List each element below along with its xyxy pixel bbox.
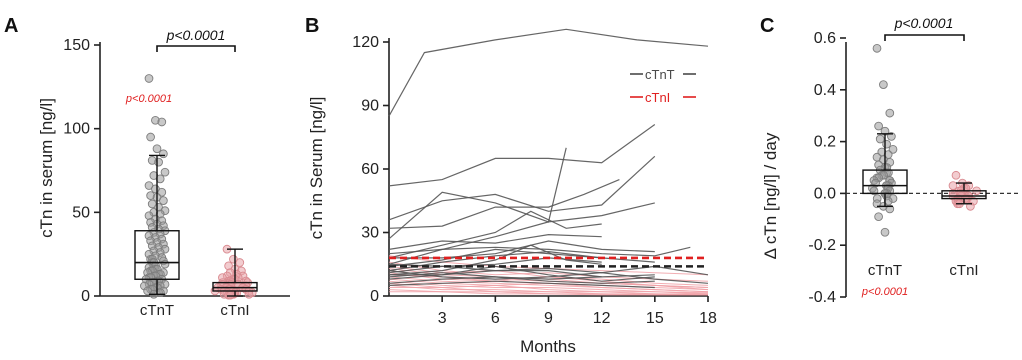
panel-b-ticks: 0 30 60 90 120 3 6 9 12 15 18 <box>352 34 717 327</box>
panel-a-box-ctnt <box>134 230 180 280</box>
panel-a-point-ctnt <box>146 132 155 142</box>
panel-c-point-ctnt <box>882 139 891 149</box>
legend-label-ctnt: cTnT <box>645 67 675 82</box>
panel-c-y-tick-label: 0.6 <box>814 30 836 47</box>
panel-b-y-tick-label: 120 <box>352 34 379 51</box>
panel-c-within-note: p<0.0001 <box>861 286 908 298</box>
panel-a-y-tick-label: 50 <box>72 204 90 221</box>
panel-b-x-axis-title: Months <box>520 337 576 356</box>
panel-b-x-tick-label: 6 <box>491 310 500 327</box>
panel-c-ticks: -0.4 -0.2 0.0 0.2 0.4 0.6 <box>808 30 846 306</box>
panel-a-points <box>140 74 257 300</box>
panel-a-ticks: 0 50 100 150 <box>63 37 100 305</box>
panel-a-y-tick-label: 0 <box>81 288 90 305</box>
panel-b-legend: cTnT cTnI <box>630 67 696 105</box>
panel-c-y-tick-label: 0.4 <box>814 82 836 99</box>
panel-c-category-ctnt: cTnT <box>868 262 902 279</box>
panel-c-point-ctnt <box>874 212 883 222</box>
panel-b-line-ctnt <box>388 246 691 265</box>
panel-c-y-tick-label: 0.0 <box>814 185 836 202</box>
panel-c-y-tick-label: 0.2 <box>814 134 836 151</box>
panel-a-point-ctni <box>235 258 245 267</box>
panel-a-category-ctnt: cTnT <box>140 302 174 319</box>
panel-b-y-axis-title: cTn in Serum [ng/l] <box>307 97 326 240</box>
panel-c-points <box>868 44 981 237</box>
panel-c: C Δ cTn [ng/l] / day -0.4 -0.2 0.0 0.2 0.4 0.… <box>760 15 1020 306</box>
panel-a-box-ctni <box>212 281 258 292</box>
panel-b-reference-lines <box>389 256 708 268</box>
panel-b-line-ctni <box>389 291 708 296</box>
panel-c-point-ctnt <box>874 121 883 131</box>
panel-b-y-tick-label: 90 <box>361 98 379 115</box>
panel-c-category-ctni: cTnI <box>949 262 978 279</box>
panel-c-significance: p<0.0001 <box>894 15 954 31</box>
panel-c-point-ctni <box>951 170 961 180</box>
panel-b-x-tick-label: 18 <box>699 310 717 327</box>
panel-b-line-ctnt <box>388 202 655 255</box>
panel-c-letter: C <box>760 15 774 37</box>
panel-c-point-ctnt <box>885 108 895 118</box>
panel-b-line-ctnt <box>388 233 602 250</box>
panel-b-line-ctnt <box>388 276 655 284</box>
panel-b-line-ctni <box>389 287 709 296</box>
panel-a-point-ctnt <box>144 74 154 83</box>
panel-b-x-tick-label: 12 <box>593 310 611 327</box>
panel-b-line-ctnt <box>388 179 620 229</box>
panel-a-y-tick-label: 150 <box>63 37 90 54</box>
panel-a-point-ctni <box>226 290 235 300</box>
legend-label-ctni: cTnI <box>645 90 670 105</box>
panel-c-point-ctnt <box>872 44 882 53</box>
panel-b-y-tick-label: 30 <box>361 225 379 242</box>
panel-b-ctnt-lines <box>388 28 709 289</box>
panel-a-within-note: p<0.0001 <box>125 93 172 105</box>
panel-b-line-ctnt <box>388 147 567 240</box>
panel-c-y-tick-label: -0.4 <box>808 289 836 306</box>
panel-b-line-ctnt <box>388 124 656 187</box>
panel-b-line-ctnt <box>388 257 602 274</box>
panel-b-line-ctnt <box>388 280 655 289</box>
panel-b-line-ctnt <box>388 155 656 221</box>
panel-c-boxes <box>862 133 987 208</box>
panel-b-x-tick-label: 3 <box>438 310 447 327</box>
panel-a-point-ctnt <box>159 149 168 159</box>
panel-c-point-ctnt <box>875 134 885 144</box>
panel-a-y-tick-label: 100 <box>63 121 90 138</box>
panel-c-box-ctnt <box>862 169 908 195</box>
panel-b-line-ctnt <box>388 270 709 284</box>
panel-a-significance-bracket <box>156 45 236 52</box>
panel-c-point-ctnt <box>879 80 888 89</box>
panel-b-line-ctnt <box>388 248 602 267</box>
panel-a-point-ctnt <box>157 117 167 127</box>
panel-b-line-ctnt <box>388 210 602 259</box>
panel-a-point-ctnt <box>154 157 163 167</box>
panel-a-point-ctnt <box>159 196 168 205</box>
panel-c-point-ctnt <box>880 227 890 237</box>
panel-a-letter: A <box>4 15 18 37</box>
panel-c-box-ctni <box>941 190 987 200</box>
panel-c-y-axis-title: Δ cTn [ng/l] / day <box>761 132 780 259</box>
panel-b-line-ctnt <box>388 28 709 117</box>
panel-a-point-ctnt <box>160 259 170 269</box>
panel-a-category-ctni: cTnI <box>220 302 249 319</box>
panel-b-x-tick-label: 9 <box>544 310 553 327</box>
panel-a-point-ctnt <box>160 167 170 177</box>
panel-a-point-ctnt <box>152 144 162 154</box>
panel-b-y-tick-label: 0 <box>370 288 379 305</box>
panel-a-y-axis-title: cTn in serum [ng/l] <box>37 98 56 238</box>
panel-c-y-tick-label: -0.2 <box>808 237 836 254</box>
panel-a-boxes <box>134 154 258 297</box>
panel-a: A cTn in serum [ng/l] 0 50 100 150 cTnT cTn… <box>4 15 290 319</box>
panel-b: B cTn in Serum [ng/l] 0 30 60 90 120 3 6 9 12 15 1… <box>305 15 717 356</box>
panel-a-significance: p<0.0001 <box>166 27 226 43</box>
panel-c-significance-bracket <box>884 34 965 41</box>
panel-b-y-tick-label: 60 <box>361 161 379 178</box>
panel-b-line-ctnt <box>388 244 602 276</box>
panel-b-x-tick-label: 15 <box>646 310 664 327</box>
panel-b-letter: B <box>305 15 319 37</box>
